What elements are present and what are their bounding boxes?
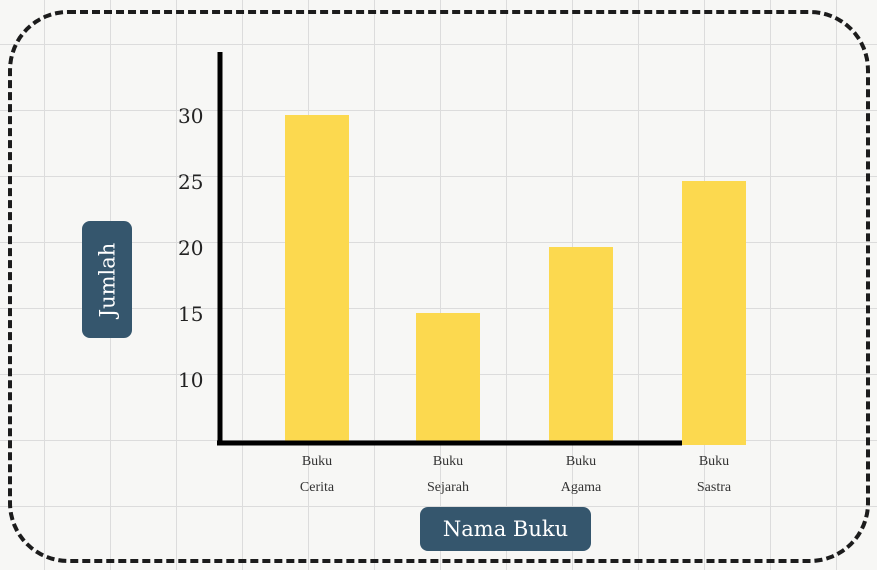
x-tick-labels: Buku Cerita Buku Sejarah Buku Agama Buku Sastra: [300, 454, 732, 495]
y-tick-label-15: 15: [178, 302, 203, 326]
y-tick-labels: 10 15 20 25 30: [178, 104, 203, 392]
bar-buku-cerita: [285, 115, 349, 445]
bars-layer: [285, 115, 746, 445]
x-tick-label-2-line-2: Sejarah: [427, 480, 469, 495]
dashed-frame: [8, 10, 870, 563]
x-axis-title: Nama Buku: [420, 507, 591, 551]
x-tick-label-2-line-1: Buku: [433, 454, 463, 469]
y-tick-label-20: 20: [178, 236, 203, 260]
bar-buku-agama: [549, 247, 613, 445]
axes-layer: [217, 52, 682, 446]
y-tick-label-10: 10: [178, 368, 203, 392]
bar-buku-sastra: [682, 181, 746, 445]
bar-buku-sejarah: [416, 313, 480, 445]
x-tick-label-3-line-2: Agama: [561, 480, 602, 495]
y-axis-title-text: Jumlah: [95, 242, 119, 317]
x-tick-label-1-line-2: Cerita: [300, 480, 335, 495]
y-axis-title: Jumlah: [82, 221, 132, 338]
x-tick-label-3-line-1: Buku: [566, 454, 596, 469]
x-tick-label-4-line-1: Buku: [699, 454, 729, 469]
x-axis-title-text: Nama Buku: [442, 517, 569, 541]
x-tick-label-4-line-2: Sastra: [697, 480, 732, 495]
y-tick-label-30: 30: [178, 104, 203, 128]
x-tick-label-1-line-1: Buku: [302, 454, 332, 469]
y-tick-label-25: 25: [178, 170, 203, 194]
